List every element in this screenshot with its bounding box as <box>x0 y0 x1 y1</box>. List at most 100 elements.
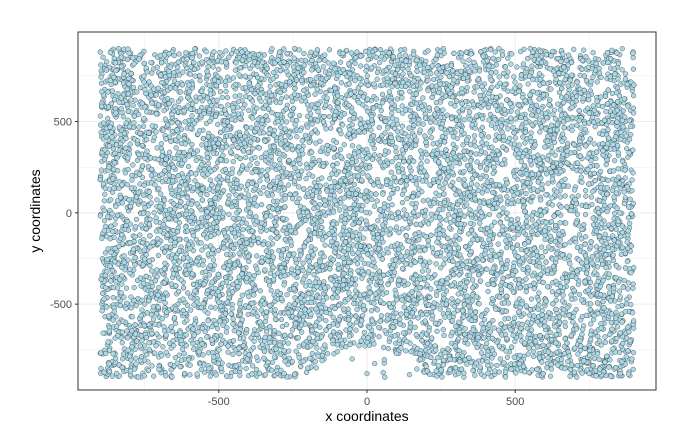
data-point <box>626 136 633 142</box>
data-point <box>430 141 436 147</box>
data-point <box>268 235 274 241</box>
data-point <box>380 370 386 376</box>
data-point <box>485 288 491 295</box>
data-point <box>363 218 369 224</box>
data-point <box>277 156 283 163</box>
data-point <box>324 188 330 194</box>
data-point <box>614 324 621 330</box>
data-point <box>456 336 462 342</box>
data-point <box>226 54 232 60</box>
data-point <box>574 122 580 128</box>
data-point <box>115 295 121 301</box>
data-point <box>569 104 575 110</box>
data-point <box>548 144 554 150</box>
data-point <box>351 181 357 188</box>
data-point <box>462 156 468 162</box>
data-point <box>239 49 245 55</box>
data-point <box>229 144 235 150</box>
data-point <box>208 304 214 310</box>
data-point <box>445 174 451 180</box>
data-point <box>154 331 160 337</box>
data-point <box>281 348 287 354</box>
data-point <box>581 47 587 53</box>
data-point <box>562 241 568 248</box>
data-point <box>334 342 340 348</box>
data-point <box>221 138 228 144</box>
data-point <box>470 277 476 283</box>
data-point <box>624 146 630 152</box>
data-point <box>169 111 175 117</box>
data-point <box>383 67 389 73</box>
data-point <box>133 355 139 361</box>
data-point <box>259 202 265 208</box>
data-point <box>262 372 269 378</box>
data-point <box>505 126 511 132</box>
data-point <box>609 90 615 97</box>
data-point <box>407 107 413 113</box>
data-point <box>388 169 394 175</box>
data-point <box>130 162 136 168</box>
data-point <box>462 326 468 332</box>
data-point <box>455 352 461 358</box>
data-point <box>251 338 257 344</box>
data-point <box>569 266 575 272</box>
data-point <box>558 146 564 152</box>
data-point <box>255 116 261 122</box>
data-point <box>622 76 629 82</box>
data-point <box>420 198 426 204</box>
data-point <box>236 98 242 104</box>
data-point <box>200 352 206 358</box>
data-point <box>137 85 144 91</box>
data-point <box>393 224 400 230</box>
data-point <box>515 198 521 204</box>
data-point <box>599 104 606 110</box>
data-point <box>425 48 431 54</box>
data-point <box>289 327 295 333</box>
data-point <box>592 124 598 130</box>
data-point <box>528 130 534 136</box>
data-point <box>394 96 400 102</box>
data-point <box>98 74 104 80</box>
data-point <box>284 292 290 298</box>
data-point <box>571 46 577 52</box>
data-point <box>417 86 423 92</box>
data-point <box>393 144 399 150</box>
data-point <box>333 171 339 177</box>
data-point <box>180 69 186 75</box>
data-point <box>512 173 518 180</box>
data-point <box>314 345 320 351</box>
data-point <box>130 84 137 90</box>
data-point <box>456 121 462 128</box>
data-point <box>377 153 383 159</box>
data-point <box>494 362 500 369</box>
data-point <box>456 176 462 183</box>
data-point <box>602 202 608 209</box>
data-point <box>301 50 307 57</box>
data-point <box>508 366 514 372</box>
data-point <box>595 333 601 340</box>
data-point <box>261 184 267 191</box>
data-point <box>337 146 344 153</box>
data-point <box>289 117 295 123</box>
data-point <box>365 108 371 115</box>
data-point <box>205 64 211 70</box>
data-point <box>385 346 391 352</box>
data-point <box>101 218 108 224</box>
data-point <box>297 247 303 253</box>
data-point <box>496 134 502 140</box>
data-point <box>433 56 439 63</box>
data-point <box>593 155 599 162</box>
data-point <box>351 195 358 202</box>
data-point <box>508 115 514 121</box>
data-point <box>258 190 264 197</box>
data-point <box>327 104 333 110</box>
data-point <box>285 340 291 346</box>
data-point <box>525 351 531 357</box>
data-point <box>504 216 510 222</box>
data-point <box>508 61 514 67</box>
data-point <box>220 322 226 328</box>
data-point <box>242 133 248 140</box>
data-point <box>544 284 551 290</box>
data-point <box>602 339 608 345</box>
data-point <box>308 77 314 83</box>
